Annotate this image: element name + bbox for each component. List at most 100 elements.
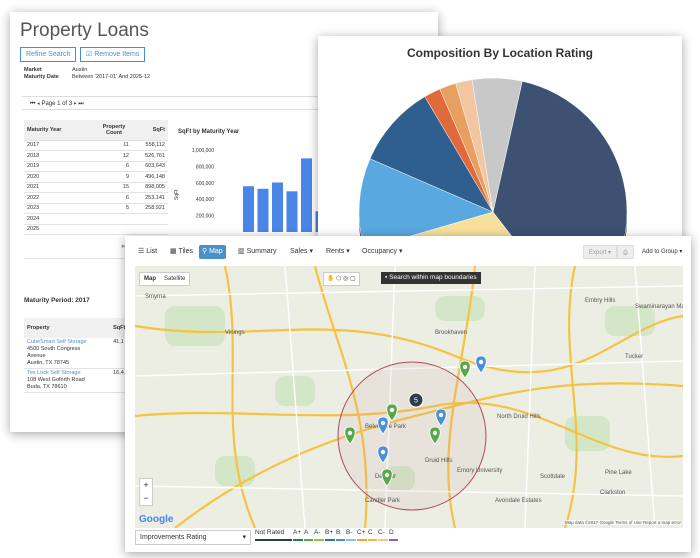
cluster-circle <box>408 392 424 408</box>
polygon-icon[interactable]: ⬠ <box>336 276 342 282</box>
marker-shape <box>386 403 398 422</box>
col-maturity-year[interactable]: Maturity Year <box>24 120 96 141</box>
col-property[interactable]: Property <box>24 318 111 338</box>
sqft-cell <box>132 213 168 225</box>
pie-slice <box>471 77 523 213</box>
zoom-in-button[interactable]: + <box>143 480 149 490</box>
place-label: Candler Park <box>365 498 401 504</box>
map-marker-green[interactable] <box>459 360 471 379</box>
street <box>135 485 683 497</box>
park-area <box>385 466 415 491</box>
marker-shape <box>377 445 389 464</box>
map-marker-blue[interactable] <box>377 445 389 464</box>
map-view[interactable]: Smyrna Vinings Brookhaven North Druid Hills… <box>135 266 683 528</box>
marker-shape <box>459 360 471 379</box>
grade-label: C+ <box>357 529 366 536</box>
y-tick-label: 200,000 <box>196 214 214 220</box>
first-page-icon[interactable]: ⏮ <box>30 101 36 107</box>
place-label: Embry Hills <box>585 298 615 304</box>
rents-dropdown[interactable]: Rents ▾ <box>326 248 350 255</box>
property-link[interactable]: Tex Lock Self Storage <box>27 370 81 376</box>
marker-shape <box>435 408 447 427</box>
pie-slice <box>369 96 494 213</box>
sales-dropdown[interactable]: Sales ▾ <box>290 248 313 255</box>
map-attribution[interactable]: Map data ©2017 Google Terms of Use Repor… <box>564 520 681 525</box>
market-value: Austin <box>72 67 88 73</box>
property-count-cell: 11 <box>96 140 132 151</box>
grade-swatch <box>357 539 367 541</box>
prev-page-icon[interactable]: ◂ <box>37 101 40 107</box>
tab-list[interactable]: ☰ List <box>138 248 158 255</box>
table-row: Tex Lock Self Storage 108 West Goforth R… <box>24 368 134 393</box>
property-table: Property SqFt CubeSmart Self Storage 450… <box>24 318 134 393</box>
improvements-rating-select[interactable]: Improvements Rating ▾ <box>135 530 251 545</box>
place-label: Brookhaven <box>435 330 467 336</box>
tab-tiles[interactable]: ▦ Tiles <box>170 248 193 255</box>
sqft-bar-chart: 1,000,000 800,000 600,000 400,000 200,000 SqF… <box>174 148 327 232</box>
y-axis-label: SqFt <box>174 189 180 200</box>
map-marker-green[interactable] <box>429 426 441 445</box>
map-type-satellite-button[interactable]: Satellite <box>164 276 186 282</box>
circle-tool-icon[interactable]: ◎ <box>343 276 349 282</box>
bar-2017 <box>243 186 254 232</box>
col-property-count[interactable]: Property Count <box>96 120 132 141</box>
map-marker-blue[interactable] <box>475 355 487 374</box>
remove-items-button[interactable]: ☑ Remove Items <box>80 47 146 62</box>
square-tool-icon[interactable]: ▢ <box>349 276 356 282</box>
marker-dot <box>384 472 390 478</box>
marker-dot <box>380 449 386 455</box>
search-within-bounds-toggle[interactable]: ▪ Search within map boundaries <box>381 272 481 284</box>
marker-shape <box>344 426 356 445</box>
export-button[interactable]: Export ▾ <box>583 245 618 259</box>
map-marker-green[interactable] <box>381 468 393 487</box>
last-page-icon[interactable]: ⏭ <box>78 101 84 107</box>
map-marker-blue[interactable] <box>377 416 389 435</box>
marker-dot <box>380 420 386 426</box>
place-label: Smyrna <box>145 294 166 300</box>
highway <box>223 266 257 528</box>
zoom-out-button[interactable]: − <box>143 493 149 503</box>
grade-swatch <box>346 539 356 541</box>
park-area <box>165 306 225 346</box>
grade-swatch <box>314 539 324 541</box>
bar-2021 <box>301 158 312 232</box>
grade-swatch <box>325 539 335 541</box>
add-to-group-dropdown[interactable]: Add to Group ▾ <box>642 249 683 255</box>
property-link[interactable]: CubeSmart Self Storage <box>27 339 87 345</box>
print-icon: ⎙ <box>623 250 628 256</box>
maturity-year-cell: 2017 <box>24 140 96 151</box>
y-tick-label: 400,000 <box>196 197 214 203</box>
next-page-icon[interactable]: ▸ <box>73 101 77 107</box>
tab-summary[interactable]: ▥ Summary <box>238 248 277 255</box>
map-marker-blue[interactable] <box>435 408 447 427</box>
map-marker-green[interactable] <box>386 403 398 422</box>
refine-search-button[interactable]: Refine Search <box>20 47 77 62</box>
col-sqft[interactable]: SqFt <box>132 120 168 141</box>
maturity-year-cell: 2020 <box>24 171 96 183</box>
grade-swatch <box>255 539 292 541</box>
highway <box>174 382 683 528</box>
maturity-value: Between '2017-01' And 2025-12 <box>72 74 150 80</box>
tab-map[interactable]: ⚲ Map <box>199 245 226 259</box>
cluster-count: 5 <box>414 398 418 405</box>
street <box>135 285 683 297</box>
search-radius-circle <box>337 361 487 511</box>
maturity-year-cell: 2024 <box>24 213 96 225</box>
maturity-year-cell: 2019 <box>24 161 96 172</box>
y-tick-label: 800,000 <box>196 164 214 170</box>
property-count-cell: 5 <box>96 203 132 214</box>
place-label: Vinings <box>225 330 245 336</box>
occupancy-dropdown[interactable]: Occupancy ▾ <box>362 248 403 255</box>
marker-dot <box>438 412 444 418</box>
print-button[interactable]: ⎙ <box>617 245 634 259</box>
caret-down-icon: ▾ <box>309 248 313 255</box>
hand-icon[interactable]: ✋ <box>327 276 335 282</box>
marker-cluster[interactable]: 5 <box>408 392 424 408</box>
map-marker-green[interactable] <box>344 426 356 445</box>
property-count-cell <box>96 213 132 225</box>
map-type-map-button[interactable]: Map <box>144 276 156 282</box>
table-row: 2020 9 496,148 <box>24 171 168 183</box>
place-label: North Druid Hills <box>497 414 541 420</box>
grade-swatch <box>389 539 398 541</box>
map-canvas[interactable]: Smyrna Vinings Brookhaven North Druid Hills… <box>135 266 683 528</box>
